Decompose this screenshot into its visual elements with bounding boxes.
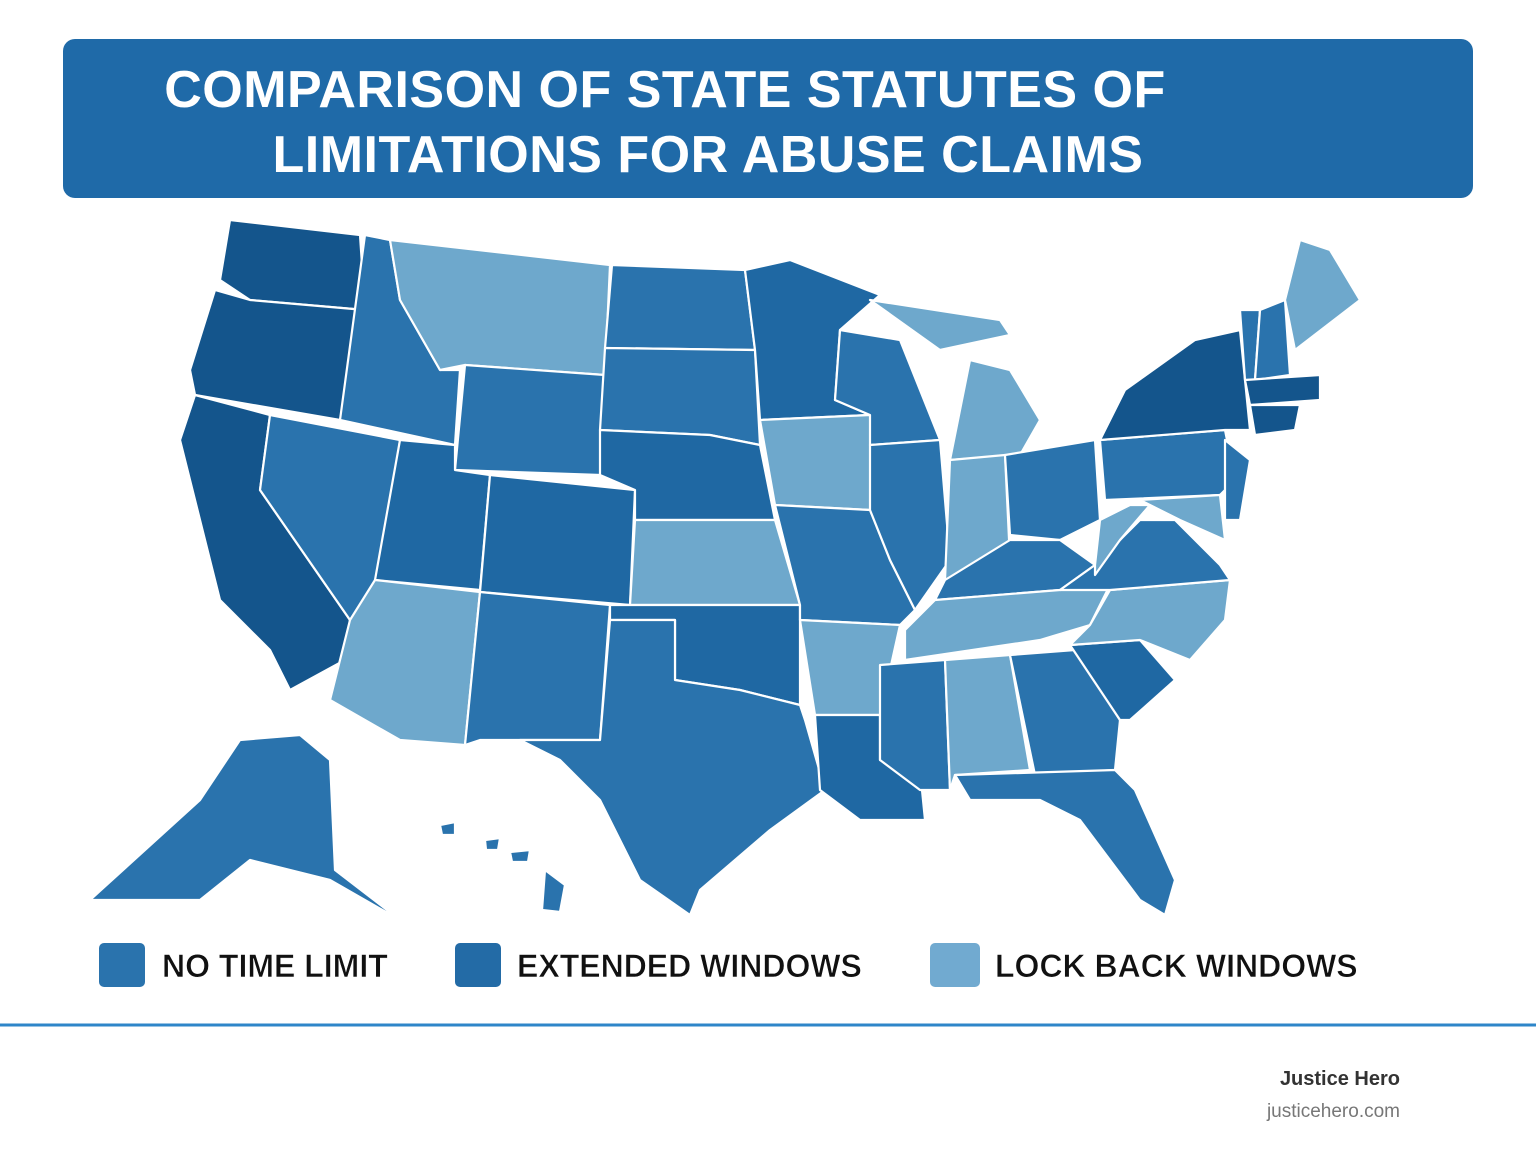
state	[1008, 648, 1122, 777]
state	[1253, 298, 1292, 382]
state	[878, 658, 952, 792]
state	[1098, 328, 1252, 442]
legend-swatch	[455, 943, 501, 987]
state	[478, 473, 637, 607]
state	[438, 820, 457, 837]
state	[88, 733, 402, 922]
state	[540, 868, 567, 914]
legend-swatch	[99, 943, 145, 987]
title-line: LIMITATIONS FOR ABUSE CLAIMS	[273, 126, 1144, 184]
title-line: COMPARISON OF STATE STATUTES OF	[164, 61, 1166, 119]
state	[463, 590, 612, 747]
state	[953, 768, 1177, 917]
brand: Justice Hero	[1280, 1068, 1400, 1090]
state	[628, 518, 802, 607]
state	[1098, 428, 1237, 502]
state	[603, 263, 757, 352]
legend-label: NO TIME LIMIT	[162, 948, 388, 984]
state	[1248, 403, 1302, 437]
state	[948, 358, 1042, 462]
state	[943, 653, 1032, 792]
state	[903, 583, 1112, 662]
title-banner	[63, 39, 1473, 198]
state	[508, 848, 532, 864]
state	[518, 618, 827, 917]
state	[1138, 493, 1227, 542]
state	[453, 363, 607, 477]
state	[868, 298, 1012, 352]
state	[1283, 238, 1362, 352]
state	[1243, 373, 1322, 407]
state	[483, 836, 502, 852]
legend-label: EXTENDED WINDOWS	[517, 948, 862, 984]
url: justicehero.com	[1266, 1101, 1400, 1122]
legend-label: LOCK BACK WINDOWS	[995, 948, 1358, 984]
state	[1223, 438, 1252, 522]
state	[868, 438, 952, 612]
us-map	[88, 218, 1362, 922]
legend-swatch	[930, 943, 980, 987]
state	[1003, 438, 1102, 542]
